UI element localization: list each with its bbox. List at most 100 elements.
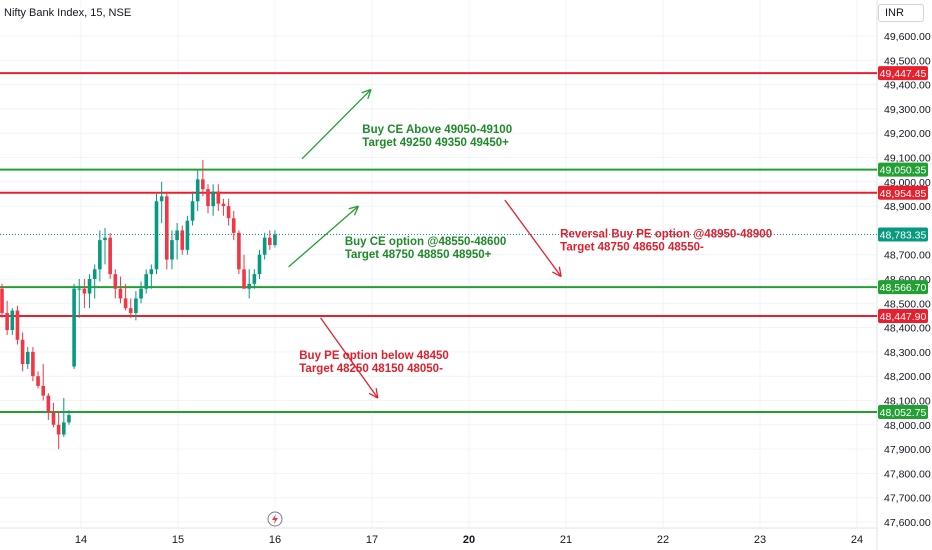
candle-body (221, 203, 226, 207)
y-tick-label: 47,700.00 (884, 493, 931, 505)
arrow-red (320, 317, 379, 399)
arrow-head (552, 271, 562, 278)
y-tick-label: 48,400.00 (884, 323, 931, 335)
arrow-head (368, 392, 379, 399)
level-tag-label: 48,954.85 (880, 188, 927, 200)
y-tick-label: 49,500.00 (884, 55, 931, 67)
candle-body (118, 288, 123, 299)
arrow-red (504, 199, 562, 277)
candle-body (123, 298, 128, 309)
time-axis[interactable]: 14 15 16 17 20 21 22 23 24 (75, 511, 863, 546)
last-price-label: 48,783.35 (880, 229, 927, 241)
candle-body (149, 269, 154, 275)
x-tick-label: 15 (172, 534, 184, 546)
candle-body (62, 422, 66, 435)
y-tick-label: 49,400.00 (884, 80, 931, 92)
arrow-green (288, 205, 359, 268)
lightning-bolt (272, 514, 278, 524)
y-tick-label: 47,800.00 (884, 468, 931, 480)
lightning-icon (267, 511, 283, 527)
candle-body (5, 313, 9, 331)
candle-body (56, 424, 61, 435)
level-tag (878, 404, 928, 419)
annotation-text: Target 49250 49350 49450+ (362, 137, 509, 149)
annotation-text: Reversal Buy PE option @48950-48900 (560, 229, 772, 241)
candle-body (31, 351, 35, 377)
arrow-head (367, 89, 372, 100)
level-tag (878, 308, 928, 323)
x-tick-label: 23 (754, 534, 766, 546)
level-tag-label: 48,447.90 (880, 311, 927, 323)
y-tick-label: 47,900.00 (884, 444, 931, 456)
candle-body (25, 351, 30, 365)
level-tag (878, 162, 928, 177)
y-tick-label: 48,100.00 (884, 396, 931, 408)
candle-body (195, 179, 200, 202)
y-tick-label: 49,200.00 (884, 128, 931, 140)
y-tick-label: 47,600.00 (884, 517, 931, 529)
level-tag-label: 49,050.35 (880, 165, 927, 177)
candle-body (237, 232, 241, 270)
trend-arrows (288, 88, 562, 399)
candlesticks (0, 159, 277, 450)
arrow-head (348, 205, 359, 210)
candle-body (226, 206, 231, 219)
candle-body (87, 279, 92, 294)
arrow-head (361, 88, 372, 94)
candle-body (216, 191, 221, 204)
y-tick-label: 48,200.00 (884, 371, 931, 383)
annotation-text: Buy CE option @48550-48600 (345, 236, 506, 248)
x-tick-label: 21 (560, 534, 572, 546)
candle-body (262, 237, 267, 255)
level-tag-label: 48,052.75 (880, 407, 927, 419)
candle-body (72, 288, 76, 367)
annotation-text: Buy PE option below 48450 (299, 350, 449, 362)
candle-body (247, 283, 251, 289)
candle-body (242, 269, 246, 289)
candle-body (180, 230, 185, 250)
candle-body (67, 415, 71, 423)
candle-body (252, 274, 257, 284)
arrow-green (301, 89, 372, 160)
candle-body (201, 179, 205, 190)
candle-body (165, 196, 169, 260)
level-tag (878, 66, 928, 81)
candle-body (51, 412, 56, 425)
arrow-head (375, 388, 379, 399)
candle-body (170, 240, 174, 260)
candle-body (36, 376, 40, 386)
y-tick-label: 48,500.00 (884, 298, 931, 310)
candle-body (113, 274, 118, 289)
candle-body (159, 196, 164, 202)
candle-body (175, 230, 179, 241)
candle-body (20, 339, 25, 365)
currency-button[interactable]: INR (878, 4, 924, 22)
chart-grid (0, 0, 878, 550)
last-price-tag (878, 227, 928, 242)
candle-body (211, 191, 215, 207)
candle-body (139, 288, 143, 299)
candle-body (257, 254, 262, 275)
x-tick-label: 16 (269, 534, 281, 546)
candle-body (154, 201, 159, 270)
candle-body (82, 288, 87, 294)
candle-body (15, 310, 20, 340)
annotation-text: Target 48750 48850 48950+ (345, 249, 492, 261)
level-tag (878, 185, 928, 200)
price-axis[interactable]: 49,600.00 49,500.00 49,400.00 49,300.00 49,2… (878, 31, 931, 529)
candle-body (103, 237, 107, 241)
x-tick-label: 22 (657, 534, 669, 546)
candle-body (98, 240, 102, 270)
arrow-head (353, 205, 360, 216)
x-tick-label: 24 (851, 534, 863, 546)
x-tick-label: 20 (463, 534, 475, 546)
arrow-head (558, 266, 562, 277)
level-lines (0, 72, 877, 413)
y-tick-label: 48,000.00 (884, 420, 931, 432)
x-tick-label: 14 (75, 534, 87, 546)
candle-body (92, 269, 97, 279)
candle-body (128, 308, 133, 314)
candle-body (46, 395, 51, 413)
